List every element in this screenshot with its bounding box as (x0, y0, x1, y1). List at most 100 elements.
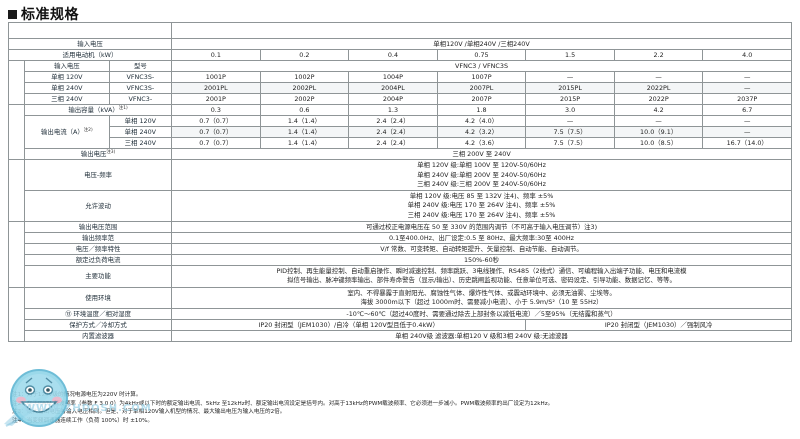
row-label-input-voltage: 输入电压 (7, 38, 173, 50)
footnote-ref-3: 注3) (106, 150, 116, 156)
row-label-output-voltage: 输出电压注3) (24, 148, 173, 161)
table-row: 允许波动 单相 120V 级:电压 85 至 132V 注4)、频率 ±5% 单… (9, 190, 792, 222)
cell-cur240-4: 7.5（7.5） (525, 126, 615, 139)
row-label-ambient-temp-text: 环境温度／相对湿度 (73, 310, 132, 319)
cell-motor-0: 0.1 (171, 49, 261, 61)
row-label-use-environment: 使用环境 (24, 286, 173, 310)
cell-main-functions: PID控制、再生能量控制、自动重启操作、瞬时减速控制、频率跳跃、3电线操作、RS… (171, 264, 792, 288)
group-label-circuit-text: 电路 (12, 182, 22, 197)
cell-cur240-0: 0.7（0.7） (171, 126, 261, 139)
cell-cur3p-1: 1.4（1.4） (259, 137, 350, 150)
cell-1p120-2: 1004P (348, 71, 438, 83)
cell-3p240-1: 2002P (259, 93, 350, 105)
cell-cur240-2: 2.4（2.4） (348, 126, 438, 139)
cell-overload: 150%-60秒 (171, 253, 792, 266)
cell-1p120-0: 1001P (171, 71, 261, 83)
table-row: 单相 120V VFNC3S- 1001P 1002P 1004P 1007P … (9, 71, 792, 83)
cell-1p120-1: 1002P (259, 71, 350, 83)
cell-3p240-3: 2007P (436, 93, 527, 105)
table-row: 型式 输入电压 型号 VFNC3 / VFNC3S (7, 60, 792, 105)
square-bullet-icon (8, 9, 17, 19)
row-label-output-current: 输出电流（A）注2) (24, 115, 110, 150)
header-spec: 规格 (171, 22, 792, 39)
row-label-1p120: 单相 120V (24, 71, 110, 83)
footnote-2: 注2：在于PWM 载波频率（参数 F 3 0 0）为4kHz或以下时的额定输出电… (12, 400, 554, 407)
cell-cur240-3: 4.2（3.2） (436, 126, 527, 139)
vf-line-1: 单相 240V 级:单相 200V 至 240V-50/60Hz (417, 170, 546, 179)
row-label-motor: 适用电动机（kW） (7, 49, 173, 61)
row-label-type-model: 型号 (108, 60, 173, 72)
table-row: 三相 240V VFNC3- 2001P 2002P 2004P 2007P 2… (9, 93, 792, 105)
row-label-overload: 额定过负荷电流 (24, 253, 173, 266)
cell-cur3p-5: 10.0（8.5） (613, 137, 704, 150)
cell-3p240-prefix: VFNC3- (108, 93, 173, 105)
cell-tolerance: 单相 120V 级:电压 85 至 132V 注4)、频率 ±5% 单相 240… (171, 190, 792, 222)
cell-cap-1: 0.6 (259, 103, 350, 117)
footnote-4: 注4：当变频调速器连续工作（负荷 100%）时 ±10%。 (12, 417, 153, 424)
cell-protection-left: IP20 封闭型（JEM1030）/自冷（单相 120V型且低于0.4kW） (171, 319, 527, 332)
cell-input-voltage-value: 单相120V /单相240V /三相240V (171, 38, 792, 50)
row-label-type-input-voltage: 输入电压 (24, 60, 110, 72)
cell-1p120-3: 1007P (436, 71, 527, 83)
header-item: 项目 (7, 22, 173, 39)
cell-1p240-prefix: VFNC3S- (108, 82, 173, 94)
row-label-voltage-frequency: 电压-频率 (24, 159, 173, 192)
cell-motor-2: 0.4 (348, 49, 438, 61)
table-row: ⑬ 环境温度／相对湿度 -10℃～60℃（超过40度时、需要通过除去上部封条以减… (9, 308, 792, 321)
cell-3p240-2: 2004P (348, 93, 438, 105)
row-label-1p240: 单相 240V (24, 82, 110, 94)
row-label-vf-characteristic: 电压／频率特性 (24, 242, 173, 255)
footnote-3: 注3：最大输出电压与输入电压相同。但是、对于单相120V输入机型的情况、最大输出… (12, 409, 286, 416)
vf-line-0: 单相 120V 级:单相 100V 至 120V-50/60Hz (417, 161, 546, 170)
cell-1p120-6: — (702, 71, 792, 83)
group-label-environment-text: 环境 (12, 306, 22, 321)
page-title-text: 标准规格 (21, 7, 79, 23)
env-line-1: 海拔 3000m以下（超过 1000m时、需要减小电流）、小于 5.9m/S²（… (360, 297, 603, 306)
cell-cap-4: 3.0 (525, 103, 615, 117)
table-row: 主要控制功能 输出电压范围 可通过校正电源电压在 50 至 330V 的范围内调… (7, 220, 792, 288)
footnote-1: 注1：对于120V级的情况电源电压为220V 时计算。 (12, 392, 142, 398)
tol-line-2: 三相 240V 级:电压 170 至 264V 注4)、频率 ±5% (407, 210, 556, 219)
cell-1p120-prefix: VFNC3S- (108, 71, 173, 83)
footnote-ref-2: 注2) (83, 128, 93, 134)
cell-cur120-0: 0.7（0.7） (171, 115, 261, 128)
table-row: 单相 240V 0.7（0.7） 1.4（1.4） 2.4（2.4） 4.2（3… (9, 126, 792, 139)
vf-line-2: 三相 240V 级:三相 200V 至 240V-50/60Hz (417, 179, 546, 188)
table-row: 环境 使用环境 室内、不得暴露于直射阳光、腐蚀性气体、爆炸性气体、或震动环境中、… (7, 286, 792, 343)
tol-line-0: 单相 120V 级:电压 85 至 132V 注4)、频率 ±5% (409, 192, 554, 201)
page-title: 标准规格 (8, 4, 79, 24)
cell-cur240-6: — (702, 126, 792, 139)
cell-filter: 单相 240V级 滤波器:单相120 V 级和3相 240V 级:无滤波器 (171, 330, 792, 343)
cell-output-voltage-range: 可通过校正电源电压在 50 至 330V 的范围内调节（不可高于输入电压调节）注… (171, 220, 792, 233)
cell-1p240-2: 2004PL (348, 82, 438, 94)
cell-voltage-frequency: 单相 120V 级:单相 100V 至 120V-50/60Hz 单相 240V… (171, 159, 792, 192)
group-label-rating: 额定 (7, 103, 26, 161)
cell-cap-3: 1.8 (436, 103, 527, 117)
table-row: 三相 240V 0.7（0.7） 1.4（1.4） 2.4（2.4） 4.2（3… (9, 137, 792, 150)
cell-motor-6: 4.0 (702, 49, 792, 61)
row-label-cur-1p120: 单相 120V (108, 115, 173, 128)
cell-motor-4: 1.5 (525, 49, 615, 61)
cell-motor-1: 0.2 (259, 49, 350, 61)
table-row: 单相 240V VFNC3S- 2001PL 2002PL 2004PL 200… (9, 82, 792, 94)
row-label-output-voltage-text: 输出电压 (80, 150, 107, 159)
cell-1p120-4: — (525, 71, 615, 83)
cell-cur120-6: — (702, 115, 792, 128)
cell-type-series: VFNC3 / VFNC3S (171, 60, 792, 72)
cell-1p120-5: — (613, 71, 704, 83)
cell-3p240-4: 2015P (525, 93, 615, 105)
row-label-cur-1p240: 单相 240V (108, 126, 173, 139)
footnote-ref-1: 注1) (118, 106, 128, 111)
cell-cur3p-4: 7.5（7.5） (525, 137, 615, 150)
table-row: 输出电压注3) 三相 200V 至 240V (9, 148, 792, 161)
cell-protection-right: IP20 封闭型（JEM1030）／强制风冷 (525, 319, 792, 332)
row-label-output-current-text: 输出电流（A） (41, 128, 84, 137)
table-row: 额定 输出容量（kVA）注1) 0.3 0.6 1.3 1.8 3.0 4.2 … (7, 103, 792, 161)
cell-vf-characteristic: V/f 常数、可变转矩、自动转矩提升、矢量控制、自动节能、自动调节。 (171, 242, 792, 255)
cell-cap-6: 6.7 (702, 103, 792, 117)
table-row: 内置滤波器 单相 240V级 滤波器:单相120 V 级和3相 240V 级:无… (9, 330, 792, 343)
mf-line-1: 拟信号输出、脉冲键频率输出、部件寿命警告（显示/输出）、历史跳闸监视功能、任意单… (287, 276, 676, 285)
row-label-output-freq-range: 输出频率范 (24, 231, 173, 244)
cell-motor-5: 2.2 (613, 49, 704, 61)
cell-cur3p-0: 0.7（0.7） (171, 137, 261, 150)
